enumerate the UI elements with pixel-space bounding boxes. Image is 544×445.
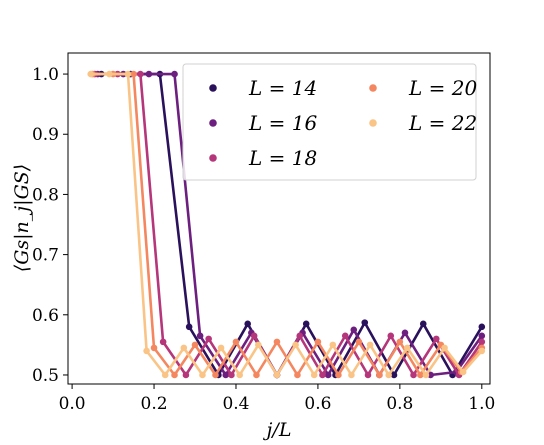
legend-marker <box>209 154 217 162</box>
legend-label: L = 14 <box>248 76 317 100</box>
data-point <box>180 344 188 352</box>
data-point <box>212 371 219 379</box>
data-point <box>232 338 240 346</box>
data-point <box>478 347 486 355</box>
y-tick-label: 0.5 <box>32 366 59 386</box>
data-point <box>244 320 251 328</box>
y-tick-label: 0.8 <box>32 185 59 205</box>
data-point <box>171 70 178 78</box>
data-point <box>205 335 212 343</box>
data-point <box>459 368 467 376</box>
data-point <box>236 371 244 379</box>
data-point <box>478 323 486 331</box>
data-point <box>273 371 281 379</box>
data-point <box>478 338 486 346</box>
y-tick-label: 0.7 <box>32 246 59 266</box>
ticks-layer: 0.0 0.2 0.4 0.6 0.8 1.0 0.5 0.6 0.7 0.8 0.9 1.0 <box>32 65 495 414</box>
data-point <box>191 341 199 349</box>
legend-label: L = 22 <box>408 111 477 135</box>
data-point <box>385 371 392 379</box>
data-point <box>432 335 440 343</box>
data-point <box>130 70 137 78</box>
data-point <box>217 344 225 352</box>
data-point <box>387 332 395 340</box>
legend-marker <box>209 119 217 127</box>
data-point <box>145 70 153 78</box>
legend-label: L = 16 <box>248 111 317 135</box>
data-point <box>296 332 304 340</box>
data-point <box>199 371 206 379</box>
x-tick-label: 0.0 <box>59 394 86 414</box>
data-point <box>390 371 398 379</box>
data-point <box>196 332 204 340</box>
series-line <box>90 72 483 377</box>
data-point <box>255 341 262 349</box>
data-point <box>404 344 411 352</box>
legend-marker <box>209 84 217 92</box>
data-point <box>292 341 299 349</box>
data-point <box>329 341 337 349</box>
data-point <box>401 329 409 337</box>
data-point <box>137 70 144 78</box>
data-point <box>319 371 326 379</box>
x-tick-label: 1.0 <box>468 394 495 414</box>
data-point <box>171 371 178 379</box>
data-point <box>314 338 322 346</box>
legend-label: L = 20 <box>408 76 477 100</box>
data-point <box>273 338 281 346</box>
data-point <box>441 344 448 352</box>
y-tick-label: 0.9 <box>32 125 59 145</box>
data-point <box>161 371 169 379</box>
data-point <box>355 338 363 346</box>
data-point <box>182 371 190 379</box>
data-point <box>302 320 310 328</box>
data-point <box>396 338 404 346</box>
data-point <box>253 371 260 379</box>
data-point <box>350 326 358 334</box>
data-point <box>417 371 424 379</box>
data-point <box>87 70 95 78</box>
data-point <box>348 371 355 379</box>
data-point <box>294 371 301 379</box>
data-point <box>124 70 132 78</box>
legend-marker <box>369 119 377 127</box>
data-point <box>410 371 417 379</box>
legend-marker <box>369 84 377 92</box>
x-axis-label: j/L <box>263 419 292 441</box>
data-point <box>364 371 372 379</box>
x-tick-label: 0.2 <box>141 394 168 414</box>
data-point <box>185 323 193 331</box>
data-point <box>143 347 150 355</box>
data-point <box>159 338 167 346</box>
data-point <box>250 332 258 340</box>
y-tick-label: 0.6 <box>32 306 59 326</box>
data-point <box>228 371 235 379</box>
data-point <box>310 371 318 379</box>
data-point <box>422 371 430 379</box>
series-layer <box>87 70 486 379</box>
y-tick-label: 1.0 <box>32 65 59 85</box>
data-point <box>366 341 374 349</box>
legend-label: L = 18 <box>248 146 317 170</box>
x-tick-label: 0.8 <box>386 394 413 414</box>
legend: L = 14 L = 16 L = 18 L = 20 L = 22 <box>182 63 477 181</box>
y-axis-label: ⟨Gs|n_j|GS⟩ <box>11 164 33 272</box>
data-point <box>376 371 383 379</box>
data-point <box>335 371 342 379</box>
x-tick-label: 0.4 <box>222 394 249 414</box>
data-point <box>419 320 427 328</box>
data-point <box>478 332 486 340</box>
data-point <box>222 371 230 379</box>
data-point <box>341 332 349 340</box>
data-point <box>324 371 332 379</box>
x-tick-label: 0.6 <box>304 394 331 414</box>
data-point <box>427 371 434 379</box>
data-point <box>106 70 113 78</box>
legend-box <box>182 63 477 181</box>
data-point <box>361 319 369 326</box>
data-point <box>150 344 158 352</box>
series-4 <box>87 70 486 379</box>
